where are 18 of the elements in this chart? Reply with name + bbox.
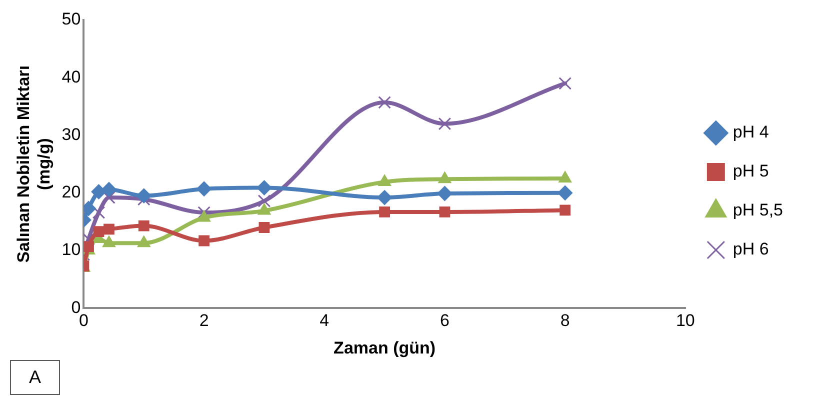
legend-label: pH 5,5: [732, 200, 784, 220]
y-tick-label: 0: [71, 298, 81, 317]
x-tick-label: 8: [560, 311, 570, 330]
y-tick-label: 20: [62, 182, 81, 202]
legend-label: pH 5: [732, 162, 769, 181]
x-tick-label: 10: [676, 311, 695, 330]
y-tick-label: 30: [62, 124, 81, 144]
x-axis-title: Zaman (gün): [334, 338, 436, 358]
x-tick-label: 6: [440, 311, 450, 330]
y-tick-label: 40: [62, 67, 81, 86]
text: A: [10, 360, 60, 395]
x-tick-label: 2: [199, 311, 209, 330]
y-axis-title: Salınan Nobiletin Miktarı (mg/g): [14, 65, 54, 263]
legend-label: pH 6: [732, 240, 769, 259]
y-tick-label: 10: [62, 240, 81, 260]
legend-label: pH 4: [732, 122, 769, 142]
y-tick-label: 50: [62, 10, 81, 29]
x-tick-label: 4: [320, 311, 330, 330]
